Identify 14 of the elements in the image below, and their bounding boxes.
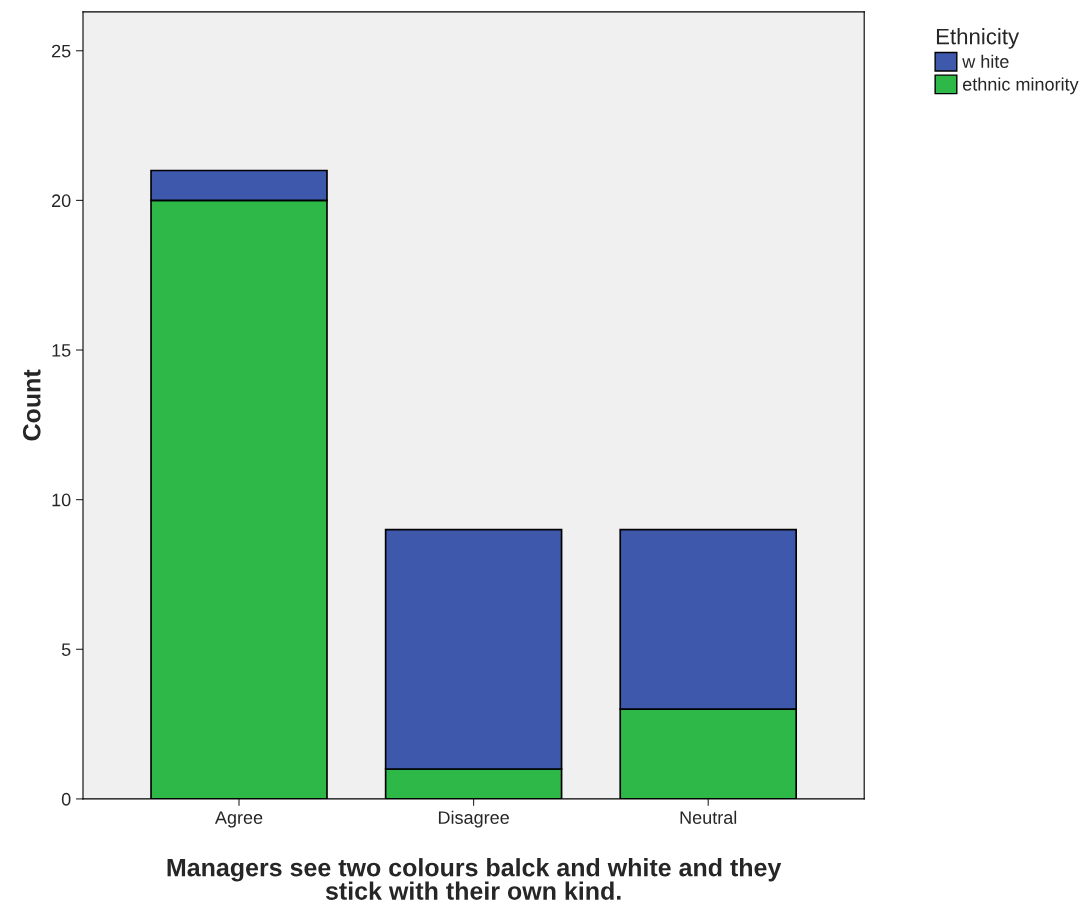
legend-label: ethnic minority <box>962 77 1079 95</box>
x-axis-title: Managers see two colours balck and white and they stick with their own kind. <box>167 858 782 900</box>
y-tick-label: 5 <box>61 643 71 656</box>
y-tick-label: 25 <box>52 44 71 58</box>
y-tick-label: 20 <box>52 194 71 208</box>
legend-title: Ethnicity <box>936 28 1020 49</box>
y-tick-label: 15 <box>52 344 71 357</box>
y-tick-label: 10 <box>52 493 71 507</box>
x-tick-label: Neutral <box>680 810 737 824</box>
y-tick-label: 0 <box>61 792 71 806</box>
y-axis-title: Count <box>22 369 41 441</box>
x-tick-label: Agree <box>214 811 263 828</box>
x-tick-label: Disagree <box>438 810 509 828</box>
legend-label: w hite <box>962 54 1009 68</box>
